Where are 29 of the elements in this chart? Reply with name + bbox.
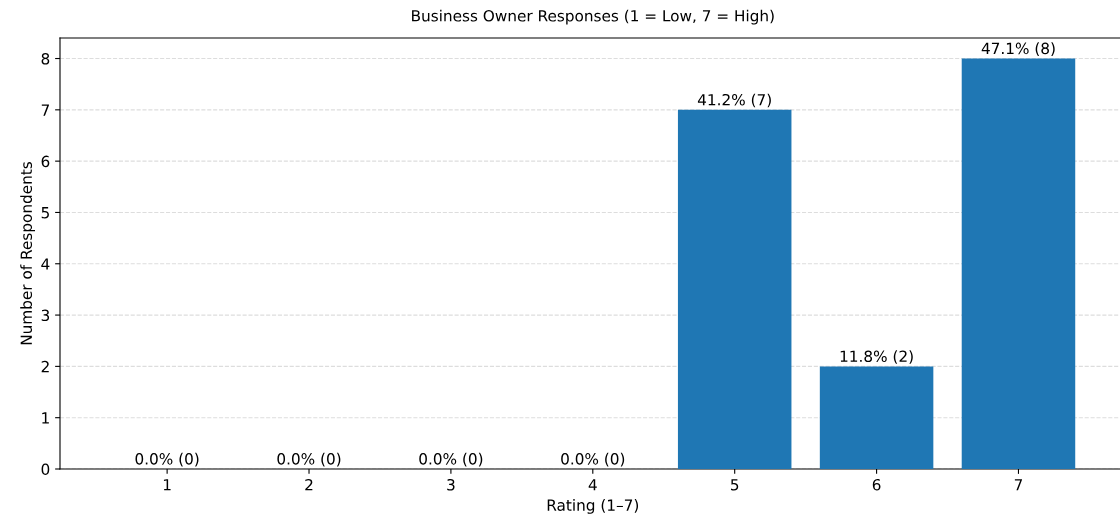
data-label: 0.0% (0) <box>561 452 625 467</box>
y-tick-label: 3 <box>41 309 50 322</box>
y-tick-label: 7 <box>41 104 49 116</box>
chart-title: Business Owner Responses (1 = Low, 7 = High) <box>412 9 774 25</box>
x-tick-label: 1 <box>163 479 171 491</box>
y-tick-label: 1 <box>42 412 49 424</box>
data-label: 0.0% (0) <box>419 452 483 467</box>
y-axis-title: Number of Respondents <box>20 161 35 345</box>
x-tick-label: 7 <box>1014 479 1023 491</box>
y-tick-label: 0 <box>41 463 50 476</box>
x-tick-label: 5 <box>731 479 739 491</box>
data-label: 11.8% (2) <box>840 350 913 364</box>
data-label: 0.0% (0) <box>135 452 199 467</box>
data-label: 0.0% (0) <box>277 452 341 467</box>
y-tick-label: 6 <box>41 155 50 168</box>
bar <box>677 109 792 469</box>
x-tick-label: 3 <box>447 478 455 491</box>
data-label: 47.1% (8) <box>981 42 1055 56</box>
x-tick-label: 6 <box>872 478 881 491</box>
x-axis-title: Rating (1–7) <box>547 499 639 514</box>
data-label: 41.2% (7) <box>697 93 771 108</box>
y-tick-label: 4 <box>41 258 50 270</box>
y-tick-label: 5 <box>41 207 49 219</box>
bar <box>819 366 934 469</box>
y-tick-label: 2 <box>41 360 49 373</box>
x-tick-label: 2 <box>305 478 313 491</box>
y-tick-label: 8 <box>41 52 50 65</box>
bar <box>961 58 1076 469</box>
x-tick-label: 4 <box>588 479 597 491</box>
